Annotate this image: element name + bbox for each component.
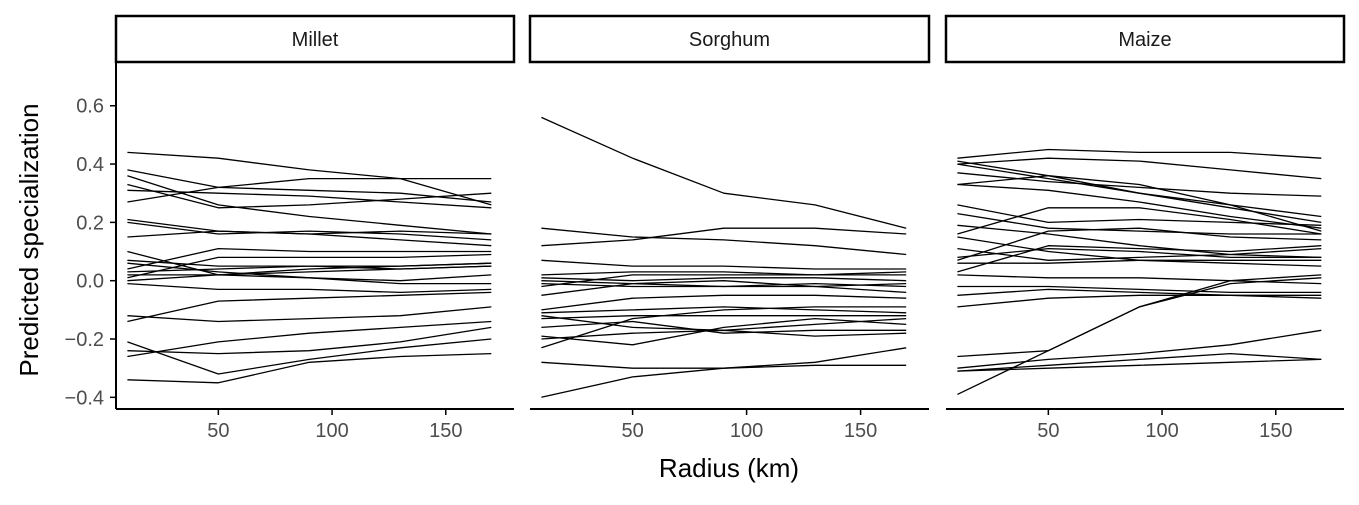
series-line [957, 274, 1322, 285]
series-line [957, 358, 1322, 372]
series-line [127, 262, 492, 273]
x-tick-label: 100 [730, 420, 763, 442]
series-line [541, 116, 907, 229]
series-line [541, 271, 907, 276]
series-line [127, 169, 492, 203]
series-line [957, 285, 1322, 294]
series-line [957, 288, 1322, 296]
series-line [957, 329, 1322, 369]
series-line [127, 218, 492, 235]
y-tick-label: 0.0 [76, 271, 104, 293]
y-axis-title: Predicted specialization [14, 103, 44, 376]
x-tick-label: 50 [207, 420, 229, 442]
series-line [957, 157, 1322, 180]
facet-strip-label: Sorghum [689, 29, 770, 51]
series-line [957, 227, 1322, 261]
facet-strip-label: Millet [292, 29, 339, 51]
series-line [127, 265, 492, 276]
series-line [541, 317, 907, 346]
series-line [957, 247, 1322, 259]
series-line [541, 294, 907, 311]
series-line [957, 259, 1322, 264]
series-line [957, 207, 1322, 235]
x-tick-label: 50 [621, 420, 643, 442]
series-line [957, 175, 1322, 218]
series-line [957, 163, 1322, 232]
series-line [127, 274, 492, 282]
series-line [957, 224, 1322, 259]
series-line [127, 177, 492, 206]
series-line [541, 259, 907, 270]
x-tick-label: 100 [315, 420, 348, 442]
series-line [541, 271, 907, 288]
y-tick-label: 0.4 [76, 154, 104, 176]
series-line [957, 352, 1322, 372]
x-axis-title: Radius (km) [659, 453, 799, 483]
x-tick-label: 150 [429, 420, 462, 442]
series-line [127, 221, 492, 241]
series-line [127, 151, 492, 180]
series-line [127, 306, 492, 323]
y-tick-label: −0.2 [65, 329, 104, 351]
facet-strip [114, 14, 516, 64]
y-tick-label: 0.6 [76, 96, 104, 118]
series-line [957, 160, 1322, 224]
series-line [541, 329, 907, 340]
series-line [957, 277, 1322, 395]
series-line [957, 247, 1322, 261]
y-tick-label: 0.2 [76, 212, 104, 234]
series-line [127, 282, 492, 294]
series-line [541, 347, 907, 398]
series-line [127, 247, 492, 270]
series-line [541, 361, 907, 369]
series-line [957, 148, 1322, 159]
series-line [541, 227, 907, 247]
series-line [541, 320, 907, 334]
series-line [541, 282, 907, 294]
series-line [541, 306, 907, 314]
facet-strip [944, 14, 1346, 64]
series-line [541, 277, 907, 282]
series-line [541, 315, 907, 331]
series-line [957, 212, 1322, 235]
x-tick-label: 150 [1259, 420, 1292, 442]
series-line [957, 294, 1322, 308]
x-tick-label: 150 [844, 420, 877, 442]
series-line [541, 315, 907, 320]
facet-strip-label: Maize [1118, 29, 1171, 51]
series-line [541, 227, 907, 256]
series-line [127, 338, 492, 375]
series-line [127, 183, 492, 209]
x-tick-label: 100 [1145, 420, 1178, 442]
series-line [127, 291, 492, 323]
x-tick-label: 50 [1037, 420, 1059, 442]
series-line [127, 320, 492, 358]
facet-strip [528, 14, 931, 64]
series-line [957, 183, 1322, 229]
series-line [127, 230, 492, 247]
series-line [541, 306, 907, 349]
series-line [127, 352, 492, 384]
series-line [127, 175, 492, 235]
series-line [541, 280, 907, 296]
series-line [957, 245, 1322, 273]
y-tick-label: −0.4 [65, 387, 104, 409]
series-line [127, 253, 492, 279]
series-line [127, 326, 492, 355]
